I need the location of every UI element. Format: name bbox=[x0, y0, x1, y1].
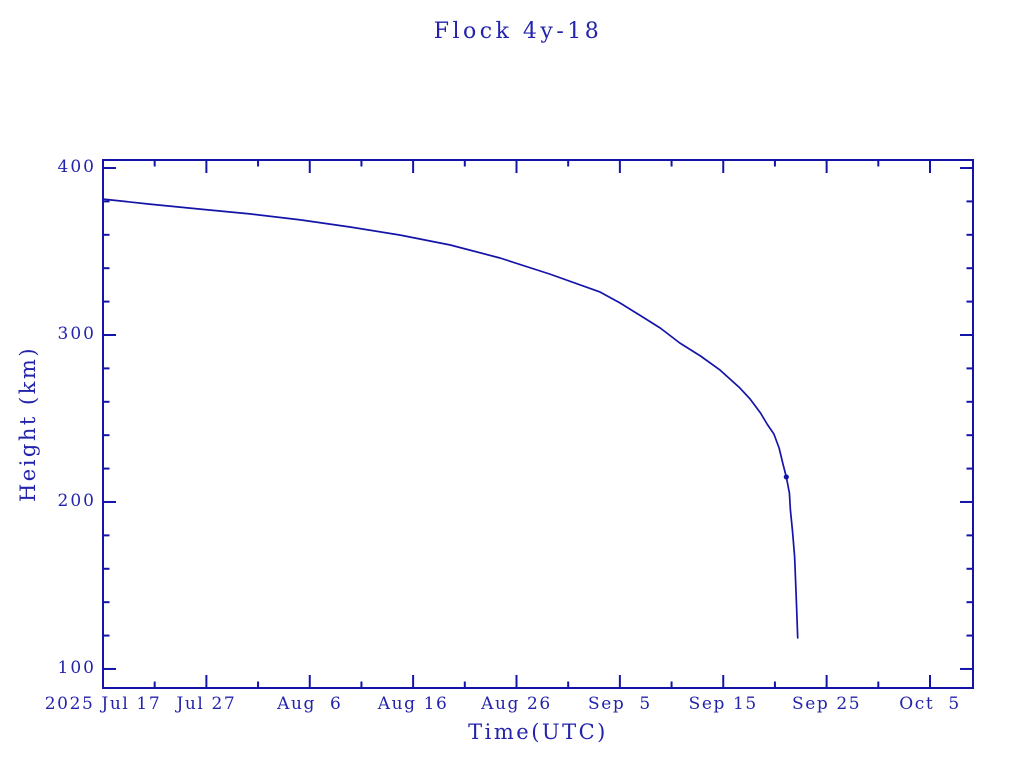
y-tick-label: 400 bbox=[57, 157, 96, 177]
x-tick-label: Sep 25 bbox=[791, 694, 862, 714]
y-tick-label: 300 bbox=[57, 323, 96, 344]
x-tick-label: Aug 26 bbox=[481, 694, 552, 714]
x-tick-label: Sep 15 bbox=[688, 694, 758, 714]
y-tick-label: 200 bbox=[57, 490, 96, 511]
y-tick-label: 100 bbox=[57, 657, 96, 678]
decay-curve bbox=[102, 198, 799, 639]
x-tick-label: Aug 16 bbox=[377, 694, 449, 714]
x-axis-title: Time(UTC) bbox=[468, 720, 608, 744]
x-tick-label: Oct 5 bbox=[899, 694, 961, 714]
chart-title: Flock 4y-18 bbox=[433, 19, 603, 44]
x-tick-label: Aug 6 bbox=[277, 694, 343, 714]
plot-frame bbox=[102, 159, 974, 689]
x-tick-label: Sep 5 bbox=[587, 694, 652, 714]
x-tick-label: 2025 Jul 17 bbox=[44, 694, 162, 714]
x-tick-label: Jul 27 bbox=[176, 694, 237, 714]
data-point-marker bbox=[783, 474, 789, 480]
